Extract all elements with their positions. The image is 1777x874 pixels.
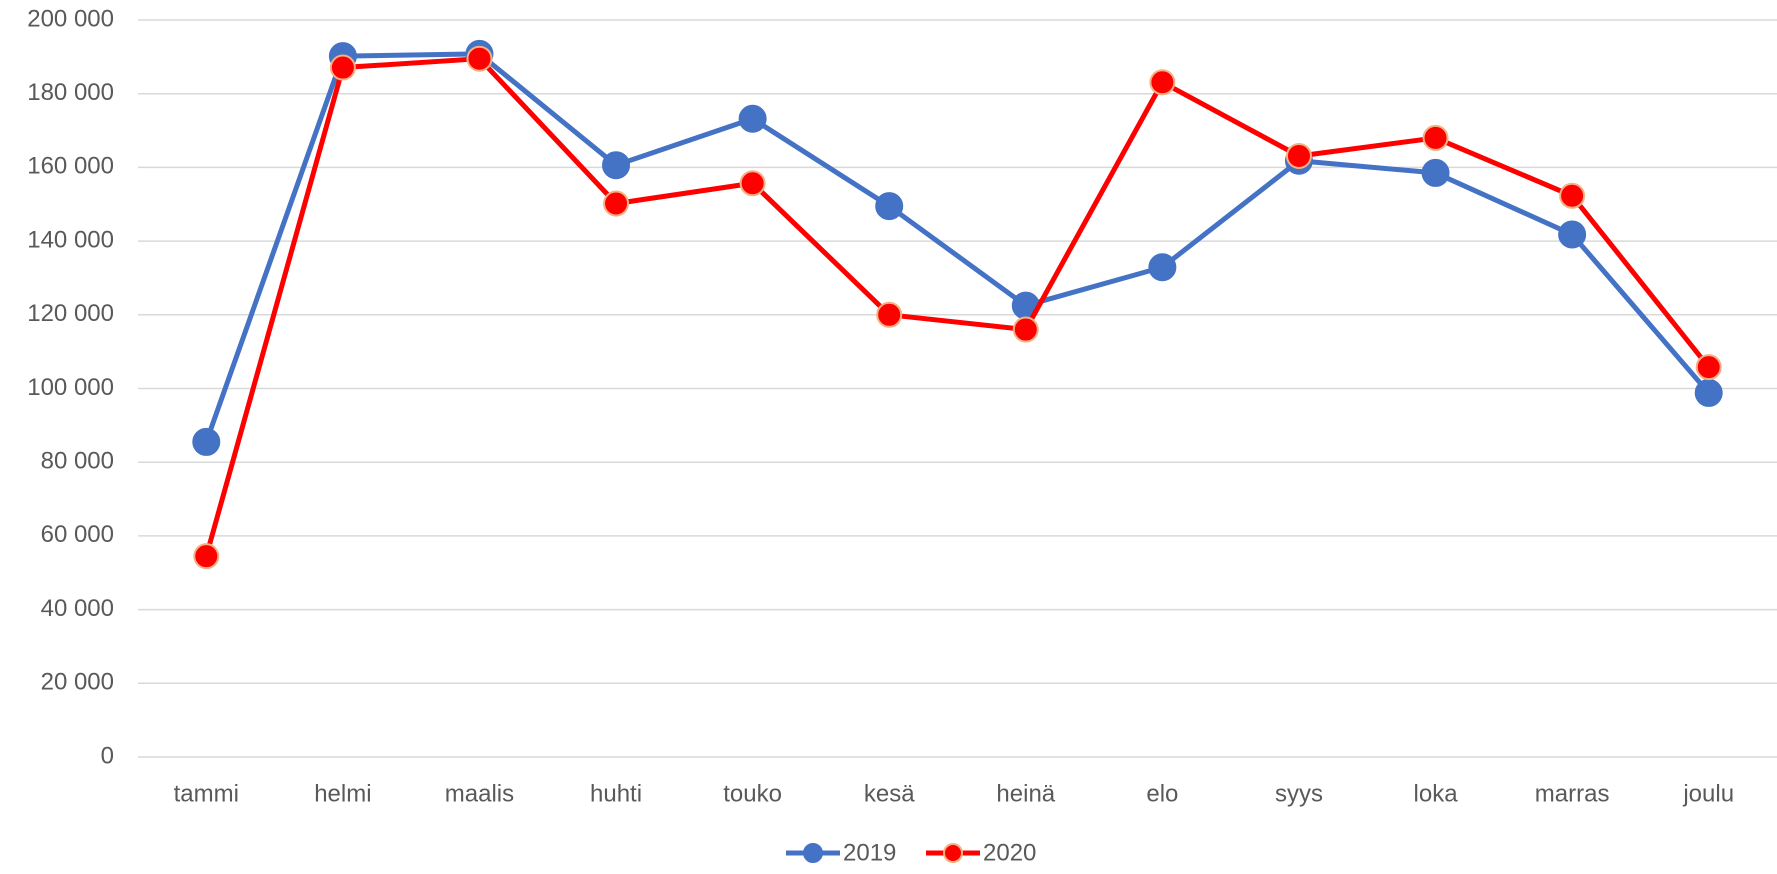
x-tick-label: touko [723, 780, 782, 807]
data-point [1695, 354, 1722, 381]
y-tick-label: 0 [101, 742, 114, 769]
data-point [466, 45, 493, 72]
y-tick-label: 160 000 [27, 153, 114, 180]
y-tick-label: 60 000 [41, 521, 114, 548]
data-point [603, 190, 630, 217]
data-point [1149, 69, 1176, 96]
x-tick-label: helmi [314, 780, 371, 807]
data-point [329, 54, 356, 81]
x-tick-label: loka [1414, 780, 1459, 807]
y-tick-label: 40 000 [41, 595, 114, 622]
x-tick-label: tammi [174, 780, 239, 807]
data-point [1148, 253, 1177, 282]
x-tick-label: joulu [1682, 780, 1734, 807]
x-tick-label: heinä [996, 780, 1055, 807]
x-tick-label: marras [1535, 780, 1610, 807]
legend-item: 2020 [926, 839, 1036, 866]
data-point [602, 151, 631, 180]
y-tick-label: 120 000 [27, 300, 114, 327]
y-tick-label: 140 000 [27, 226, 114, 253]
data-point [876, 301, 903, 328]
y-tick-label: 180 000 [27, 79, 114, 106]
legend-marker [943, 843, 963, 863]
series-line [203, 51, 1711, 443]
data-point [1559, 182, 1586, 209]
data-point [192, 427, 221, 456]
y-tick-label: 20 000 [41, 669, 114, 696]
data-point [1558, 220, 1587, 249]
legend-marker [803, 843, 823, 863]
series-line [203, 56, 1711, 557]
data-point [875, 192, 904, 221]
x-tick-label: syys [1275, 780, 1323, 807]
data-point [1694, 378, 1723, 407]
data-point [1421, 158, 1450, 187]
legend-label: 2019 [843, 839, 896, 866]
y-tick-label: 100 000 [27, 374, 114, 401]
data-point [1012, 316, 1039, 343]
data-point [1285, 142, 1312, 169]
data-point [1422, 124, 1449, 151]
x-tick-label: maalis [445, 780, 514, 807]
legend-label: 2020 [983, 839, 1036, 866]
data-point [738, 104, 767, 133]
data-point [193, 543, 220, 570]
y-tick-label: 80 000 [41, 448, 114, 475]
data-point [739, 170, 766, 197]
x-tick-label: huhti [590, 780, 642, 807]
x-tick-label: elo [1146, 780, 1178, 807]
legend-item: 2019 [786, 839, 896, 866]
y-tick-label: 200 000 [27, 5, 114, 32]
x-tick-label: kesä [864, 780, 915, 807]
